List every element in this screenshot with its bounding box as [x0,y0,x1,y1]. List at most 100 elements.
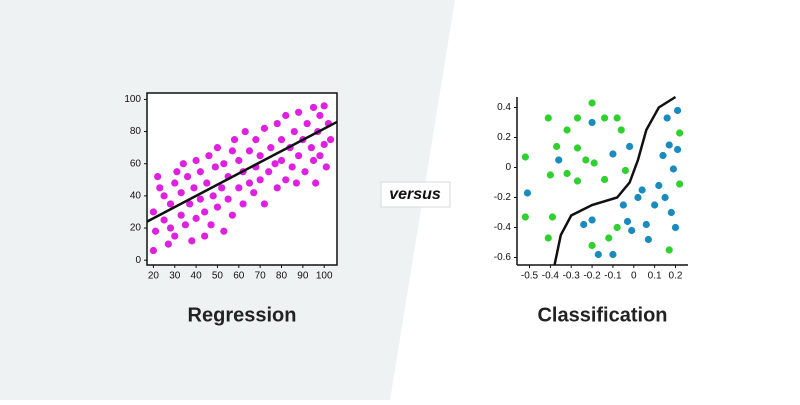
point [676,180,684,188]
point [154,172,162,181]
point [173,168,181,176]
chart: Classification-0.5 -0.4 -0.3 -0.2 -0.1 0 0.1 0.… [494,95,688,326]
point [600,175,609,184]
point [671,223,680,232]
point [203,179,211,187]
x-tick-label: 60 [233,271,245,282]
point [192,214,200,222]
point [548,213,557,221]
y-tick-label: -0.4 [494,222,512,233]
point [177,189,185,197]
x-tick-label: 0.2 [669,271,683,282]
point [241,127,249,136]
point [224,195,232,203]
chart-title: Regression [188,304,297,326]
point [582,156,590,164]
x-tick-label: 20 [148,271,160,282]
point [626,142,634,151]
point [573,144,582,152]
point [160,216,168,224]
point [273,119,281,128]
point [309,156,318,165]
point [288,163,296,171]
point [665,246,673,254]
point [228,147,236,155]
line [553,95,677,266]
point [235,184,243,192]
point [623,217,632,226]
point [563,169,571,178]
point [186,200,194,208]
point [256,152,264,160]
point [521,213,529,221]
x-tick-label: 40 [191,271,203,282]
point [201,208,209,216]
point [673,145,682,154]
point [205,152,213,160]
point [613,114,621,122]
point [521,153,529,161]
x-tick-label: 70 [255,271,267,282]
point [260,124,269,132]
point [228,211,236,219]
x-tick-label: 100 [316,271,333,282]
versus-box [380,181,451,208]
point [619,201,627,209]
point [149,246,158,255]
point [588,216,596,224]
point [309,103,318,112]
point [239,200,247,208]
line [146,120,338,223]
point [316,152,324,160]
chart: Regression 20 30 40 50 60 70 80 90 100 0 20 40 60 80 10… [124,92,338,326]
x-tick-label: 0 [631,271,637,282]
point [265,168,273,176]
charts: Regression 20 30 40 50 60 70 80 90 100 0 20 40 60 80 10… [124,92,688,326]
point [250,189,258,197]
point [220,227,228,235]
point [181,221,190,229]
point [282,111,290,120]
point [544,114,552,122]
point [267,144,275,152]
point [609,250,617,259]
point [196,168,204,176]
point [271,160,279,168]
point [588,118,596,127]
point [669,165,678,173]
point [183,172,192,181]
point [301,168,309,176]
versus-label: versus [389,186,441,203]
point [523,189,532,197]
point [245,179,254,187]
point [245,147,254,155]
point [171,232,179,240]
point [588,241,596,250]
point [252,136,260,144]
y-tick-label: -0.6 [494,252,512,263]
x-tick-label: -0.2 [583,271,601,282]
point [628,226,636,235]
y-tick-label: 0 [135,255,141,266]
point [282,176,290,184]
point [188,237,196,245]
point [553,142,561,151]
point [573,114,582,122]
x-tick-label: 50 [212,271,224,282]
point [621,166,630,175]
y-tick-label: 60 [130,158,142,169]
point [605,234,613,242]
point [546,171,554,179]
y-tick-label: 20 [130,223,142,234]
point [676,129,684,137]
point [544,234,552,242]
point [673,106,682,115]
point [294,108,303,116]
point [290,127,298,136]
point [655,181,663,190]
point [617,126,625,134]
point [294,152,303,160]
chart-title: Classification [537,304,667,326]
point [642,220,650,229]
